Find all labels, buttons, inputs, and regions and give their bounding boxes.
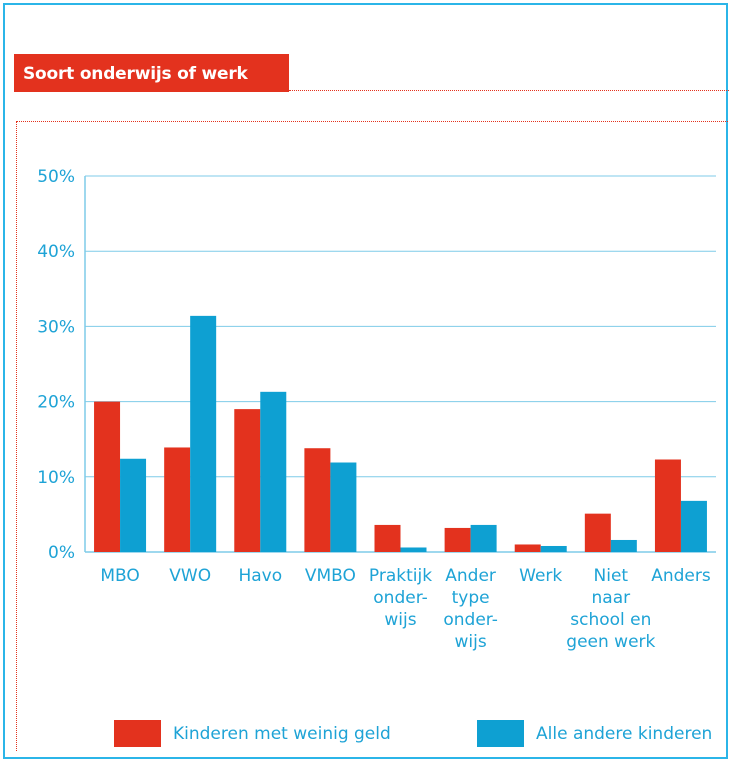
bar <box>444 527 471 552</box>
bar <box>304 448 331 552</box>
x-tick-label: MBO <box>100 566 139 586</box>
bar <box>260 391 287 552</box>
bar <box>330 462 357 552</box>
bar <box>680 500 707 552</box>
x-tick-label: Praktijk <box>369 566 432 586</box>
bar <box>234 409 261 552</box>
y-tick-label: 50% <box>37 167 75 187</box>
y-tick-label: 30% <box>37 317 75 337</box>
legend-label-other: Alle andere kinderen <box>536 723 713 744</box>
legend-swatch-blue <box>477 720 524 747</box>
x-tick-label: type <box>452 588 490 608</box>
legend-swatch-red <box>114 720 161 747</box>
section-left-border <box>16 121 17 751</box>
chart-title: Soort onderwijs of werk <box>14 54 289 92</box>
chart-frame <box>3 3 728 759</box>
legend-label-low-income: Kinderen met weinig geld <box>173 723 391 744</box>
x-tick-label: geen werk <box>566 632 655 652</box>
x-tick-label: onder- <box>373 588 427 608</box>
x-tick-label: onder- <box>443 610 497 630</box>
bar <box>514 544 541 552</box>
bar <box>654 459 681 552</box>
x-tick-label: Anders <box>651 566 711 586</box>
x-tick-label: Ander <box>445 566 496 586</box>
y-tick-label: 40% <box>37 242 75 262</box>
bar <box>470 524 497 552</box>
title-divider <box>289 90 729 91</box>
bar <box>190 315 217 552</box>
bar <box>374 524 401 552</box>
section-divider <box>16 121 728 122</box>
x-tick-label: wijs <box>455 632 487 652</box>
y-tick-label: 0% <box>48 543 75 563</box>
legend-item-other: Alle andere kinderen <box>477 720 712 747</box>
x-tick-label: VWO <box>169 566 211 586</box>
bar <box>610 539 637 552</box>
x-tick-label: Havo <box>238 566 282 586</box>
bar <box>584 513 611 552</box>
bar <box>164 447 191 552</box>
bar <box>120 458 147 552</box>
x-tick-label: VMBO <box>305 566 356 586</box>
bar <box>400 547 427 552</box>
x-tick-label: Niet <box>594 566 629 586</box>
legend-item-low-income: Kinderen met weinig geld <box>114 720 391 747</box>
bar <box>94 401 121 552</box>
bar <box>540 545 567 552</box>
x-tick-label: school en <box>570 610 651 630</box>
x-tick-label: Werk <box>519 566 562 586</box>
y-tick-label: 10% <box>37 468 75 488</box>
x-tick-label: wijs <box>384 610 416 630</box>
x-tick-label: naar <box>592 588 631 608</box>
y-tick-label: 20% <box>37 393 75 413</box>
